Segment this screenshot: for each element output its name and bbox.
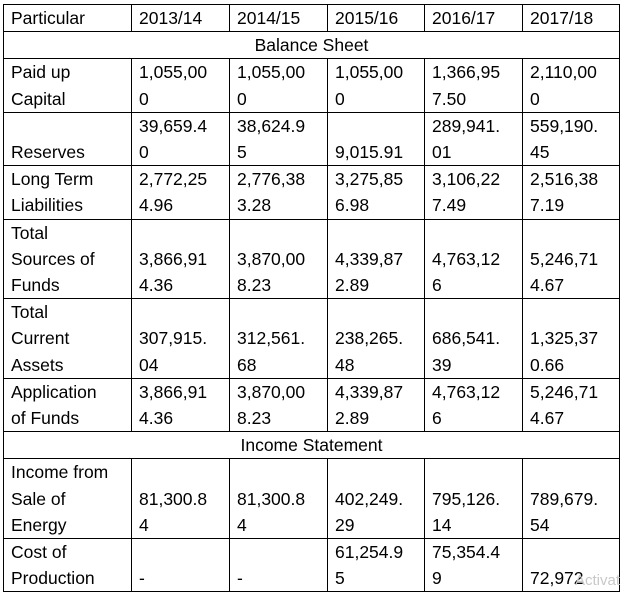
cell-value: 1,055,00 0 [327,58,425,113]
section-row: Income Statement [3,431,620,460]
cell-value: 238,265. 48 [327,298,425,379]
cell-value: 81,300.8 4 [131,458,230,540]
cell-value: 402,249. 29 [327,458,425,540]
table-row: Total Sources of Funds 3,866,91 4.36 3,8… [3,218,620,300]
row-label: Total Sources of Funds [3,218,132,300]
row-label: Income from Sale of Energy [3,458,132,540]
cell-value: 3,275,85 6.98 [327,165,425,220]
row-label: Cost of Production [3,538,132,592]
cell-value: 72,972 [522,538,620,592]
header-year: 2017/18 [522,3,620,33]
section-title-income-statement: Income Statement [3,431,620,460]
activation-watermark: Activat [574,572,620,589]
header-particular: Particular [3,3,132,33]
header-year: 2013/14 [131,3,230,33]
cell-value: 9,015.91 [327,111,425,167]
cell-value: 3,866,91 4.36 [131,218,230,300]
header-row: Particular 2013/14 2014/15 2015/16 2016/… [3,3,620,33]
header-year: 2015/16 [327,3,425,33]
cell-value: 75,354.4 9 [424,538,523,592]
cell-value: 4,339,87 2.89 [327,218,425,300]
cell-value: 289,941. 01 [424,111,523,167]
cell-value: 795,126. 14 [424,458,523,540]
table-row: Reserves 39,659.4 0 38,624.9 5 9,015.91 … [3,111,620,167]
table-row: Total Current Assets 307,915. 04 312,561… [3,298,620,379]
financial-table: Particular 2013/14 2014/15 2015/16 2016/… [3,3,620,592]
cell-value: 81,300.8 4 [229,458,328,540]
table-row: Paid up Capital 1,055,00 0 1,055,00 0 1,… [3,58,620,113]
cell-value: 1,055,00 0 [229,58,328,113]
cell-value: 2,110,00 0 [522,58,620,113]
cell-value: 3,870,00 8.23 [229,218,328,300]
cell-value: 2,772,25 4.96 [131,165,230,220]
cell-value: 3,866,91 4.36 [131,377,230,433]
cell-value: - [229,538,328,592]
cell-value: 789,679. 54 [522,458,620,540]
table-row: Income from Sale of Energy 81,300.8 4 81… [3,458,620,540]
cell-value: 2,516,38 7.19 [522,165,620,220]
header-year: 2014/15 [229,3,328,33]
cell-value: 4,339,87 2.89 [327,377,425,433]
section-title-balance-sheet: Balance Sheet [3,31,620,60]
cell-value: 61,254.9 5 [327,538,425,592]
section-row: Balance Sheet [3,31,620,60]
cell-value: 312,561. 68 [229,298,328,379]
row-label: Long Term Liabilities [3,165,132,220]
cell-value: 2,776,38 3.28 [229,165,328,220]
financial-table-container: Particular 2013/14 2014/15 2015/16 2016/… [3,3,620,592]
cell-value: - [131,538,230,592]
row-label: Total Current Assets [3,298,132,379]
cell-value: 3,106,22 7.49 [424,165,523,220]
cell-value: 5,246,71 4.67 [522,377,620,433]
table-row: Application of Funds 3,866,91 4.36 3,870… [3,377,620,433]
cell-value: 39,659.4 0 [131,111,230,167]
table-row: Long Term Liabilities 2,772,25 4.96 2,77… [3,165,620,220]
cell-value: 1,325,37 0.66 [522,298,620,379]
cell-value: 38,624.9 5 [229,111,328,167]
table-body: Particular 2013/14 2014/15 2015/16 2016/… [3,3,620,592]
cell-value: 686,541. 39 [424,298,523,379]
cell-value: 559,190. 45 [522,111,620,167]
cell-value: 4,763,12 6 [424,218,523,300]
cell-value: 3,870,00 8.23 [229,377,328,433]
cell-value: 307,915. 04 [131,298,230,379]
cell-value: 4,763,12 6 [424,377,523,433]
cell-value: 1,055,00 0 [131,58,230,113]
header-year: 2016/17 [424,3,523,33]
cell-value: 5,246,71 4.67 [522,218,620,300]
table-row: Cost of Production - - 61,254.9 5 75,354… [3,538,620,592]
cell-value: 1,366,95 7.50 [424,58,523,113]
row-label: Application of Funds [3,377,132,433]
row-label: Paid up Capital [3,58,132,113]
row-label: Reserves [3,111,132,167]
